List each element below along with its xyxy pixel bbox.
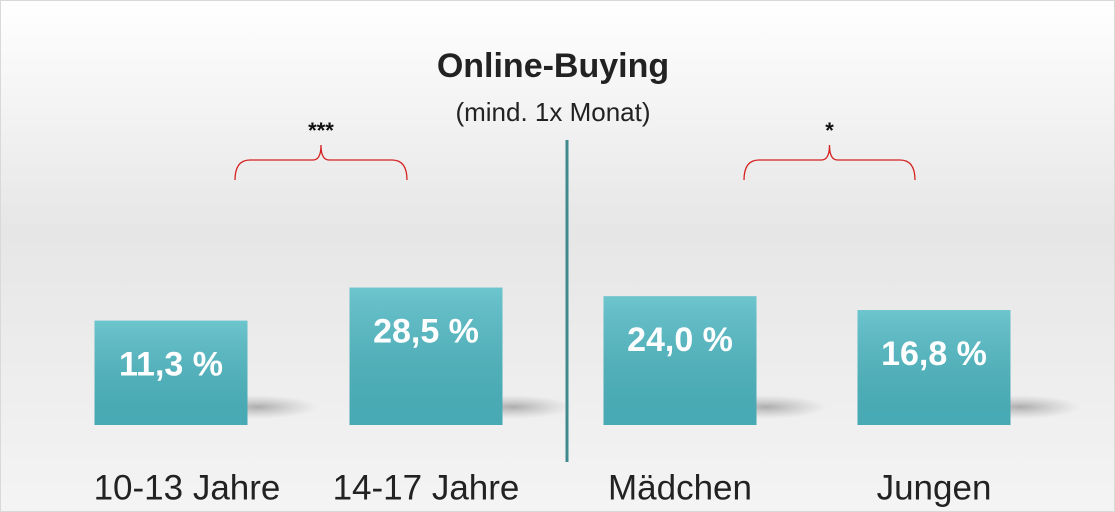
x-tick-label: 14-17 Jahre	[333, 468, 520, 507]
bar-shade	[603, 296, 757, 425]
value-label: 24,0 %	[627, 321, 733, 359]
value-label: 28,5 %	[373, 313, 479, 351]
bar-shade	[857, 310, 1011, 425]
bar-shade	[349, 287, 503, 425]
x-tick-label: Jungen	[877, 468, 992, 507]
significance-label: *	[825, 118, 834, 143]
bar-shade	[94, 320, 248, 425]
x-tick-label: 10-13 Jahre	[94, 468, 281, 507]
bracket	[743, 144, 916, 181]
bracket	[234, 144, 408, 181]
value-label: 16,8 %	[881, 335, 987, 373]
x-tick-label: Mädchen	[608, 468, 752, 507]
chart-title: Online-Buying	[437, 47, 669, 85]
significance-label: ***	[308, 118, 334, 143]
value-label: 11,3 %	[119, 346, 223, 384]
chart-subtitle: (mind. 1x Monat)	[455, 97, 650, 127]
